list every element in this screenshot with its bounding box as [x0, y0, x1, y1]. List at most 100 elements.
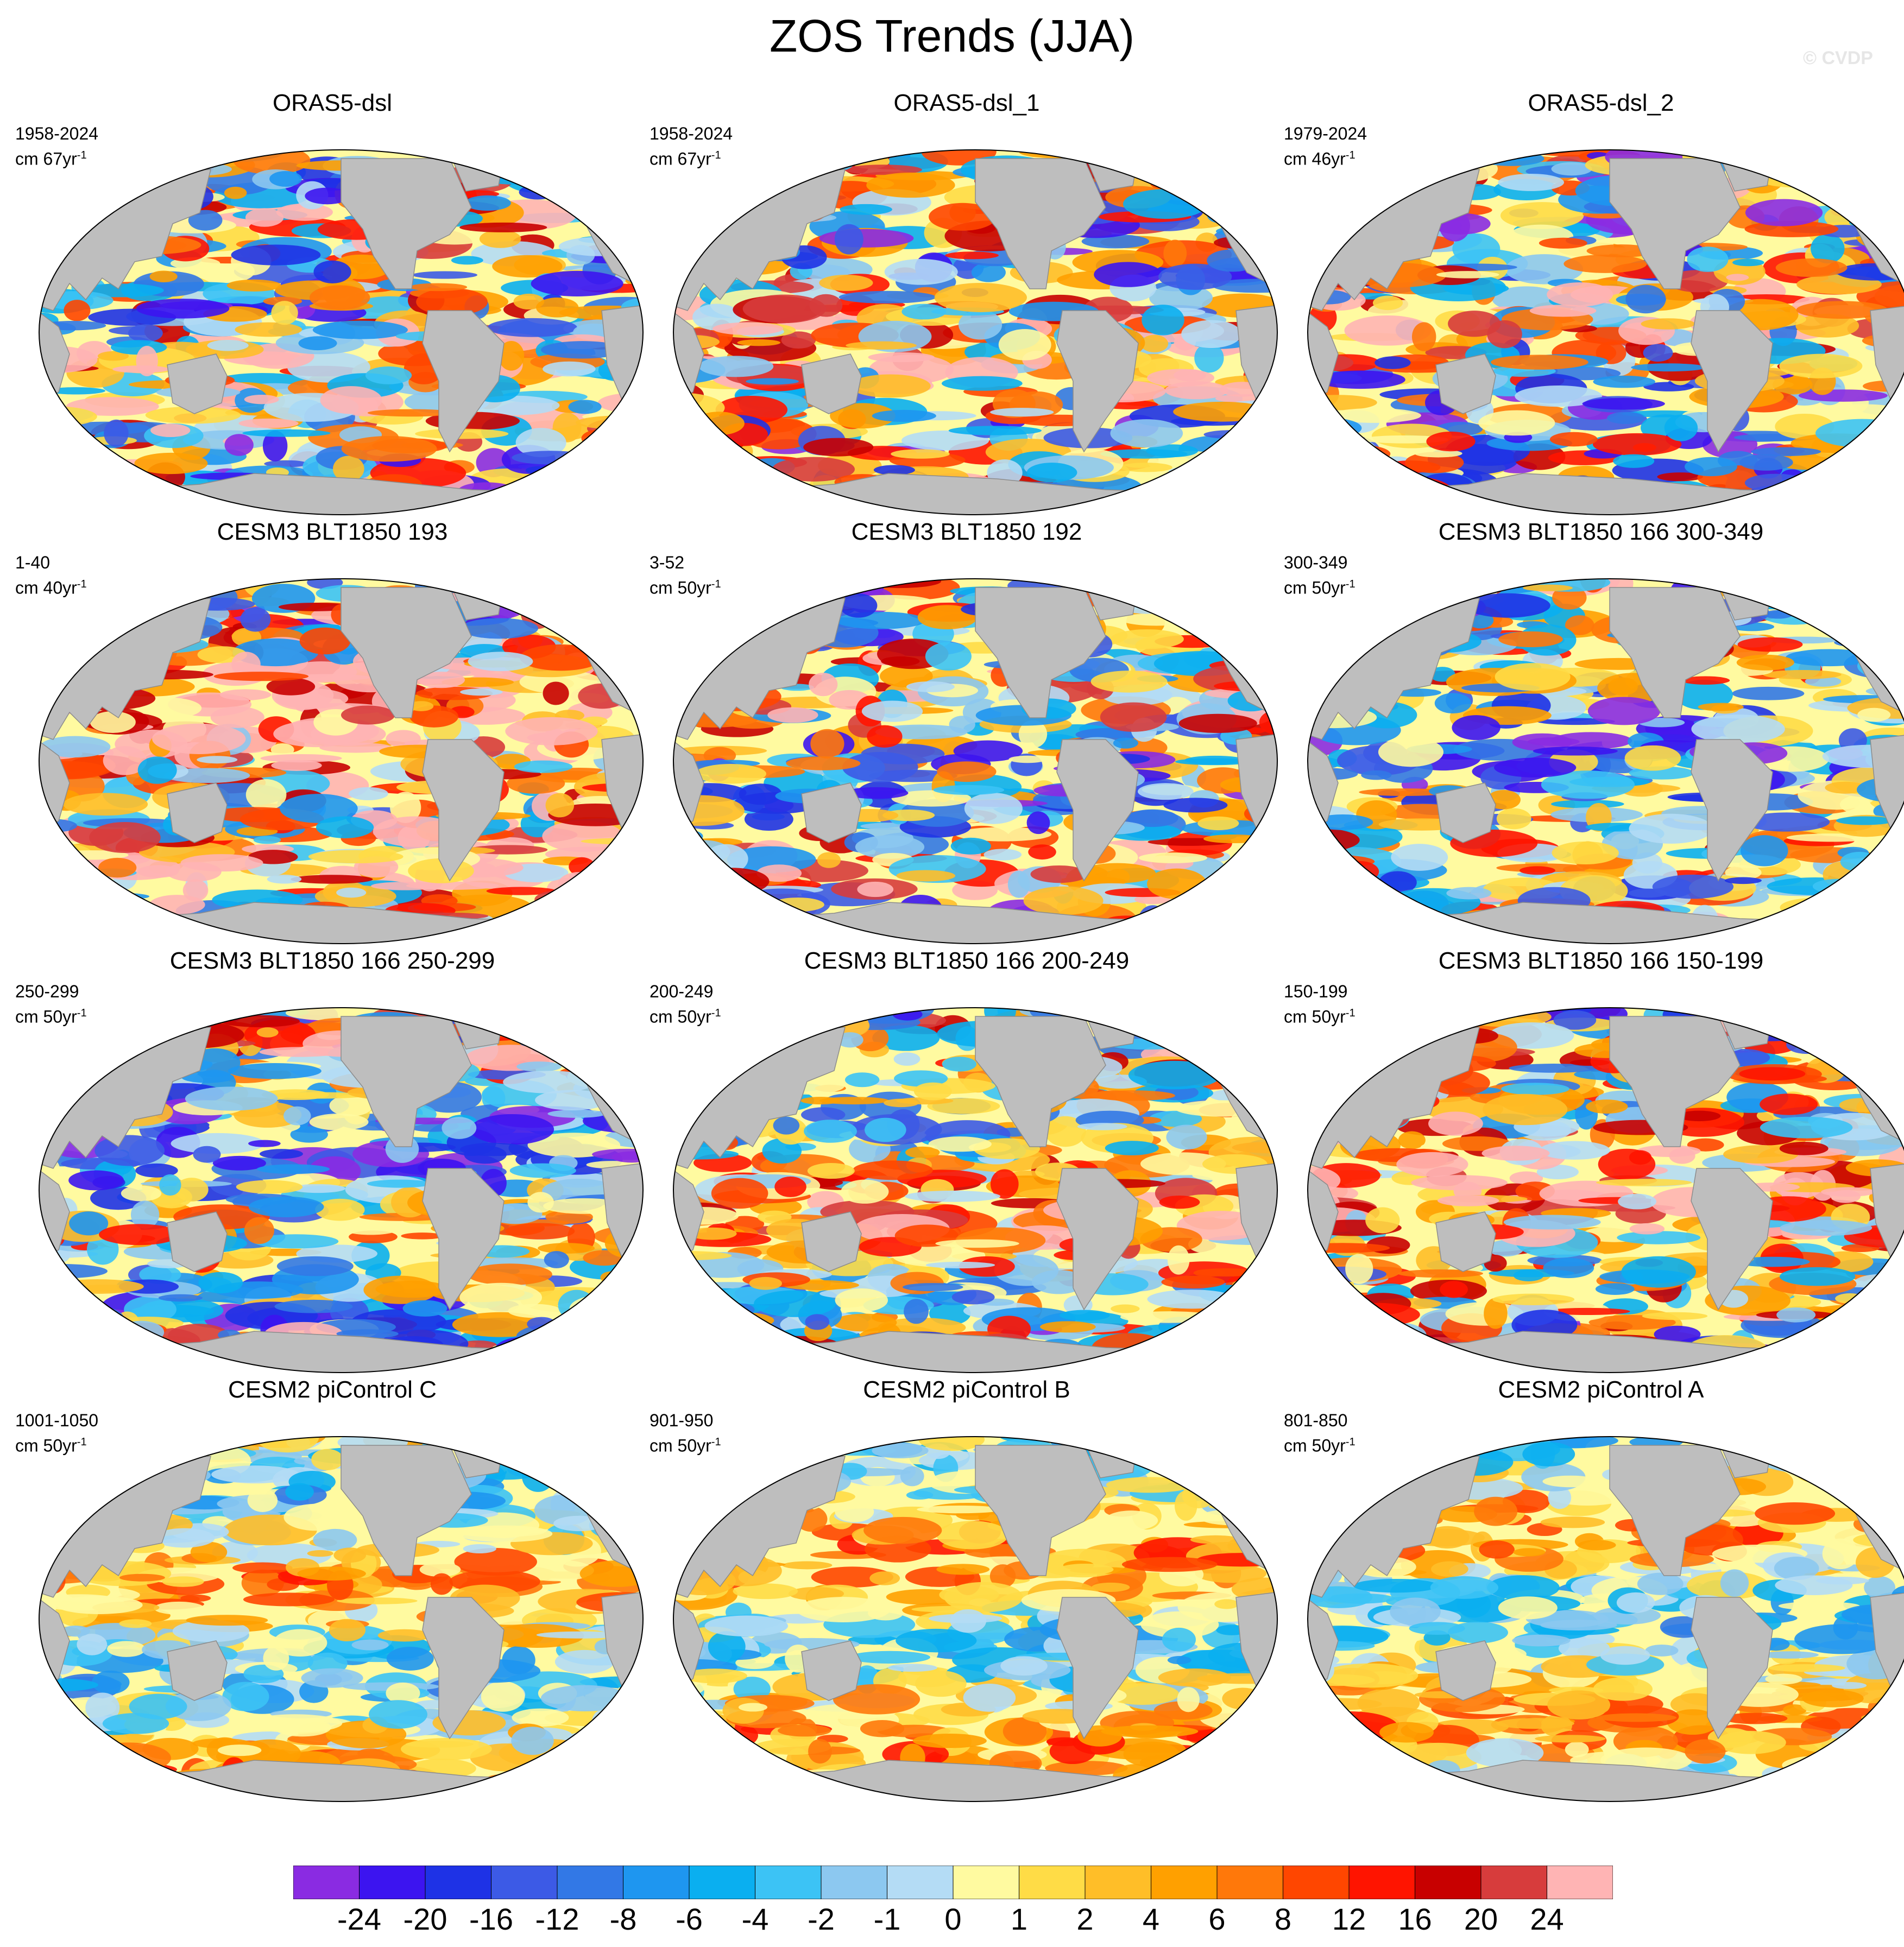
panel-meta: 801-850 cm 50yr-1 [1284, 1409, 1356, 1457]
colorbar-tick-label: -2 [808, 1902, 835, 1936]
colorbar-swatch [821, 1866, 887, 1899]
colorbar-tick-label: -20 [403, 1902, 447, 1936]
main-title: ZOS Trends (JJA) [769, 10, 1135, 61]
watermark: © CVDP [1803, 48, 1873, 68]
colorbar-swatch [359, 1866, 426, 1899]
panel-period: 901-950 [650, 1411, 714, 1430]
panel-units-exponent: -1 [77, 578, 87, 590]
panel-meta: 901-950 cm 50yr-1 [650, 1409, 721, 1457]
panel-units: cm 50yr-1 [650, 573, 721, 599]
panel-units: cm 50yr-1 [1284, 573, 1356, 599]
map-border [1307, 149, 1904, 515]
world-map [1307, 149, 1904, 515]
panel-title: ORAS5-dsl_2 [1528, 90, 1674, 116]
world-map [1307, 578, 1904, 944]
colorbar-tick-label: -24 [337, 1902, 381, 1936]
panel-meta: 1001-1050 cm 50yr-1 [15, 1409, 98, 1457]
panel-period: 150-199 [1284, 982, 1348, 1001]
map-border [39, 578, 644, 944]
panel-units-exponent: -1 [711, 149, 721, 161]
world-map [39, 1007, 644, 1373]
panel-units-exponent: -1 [1345, 578, 1356, 590]
panel-units-text: cm 67yr [650, 149, 711, 169]
panel-units-exponent: -1 [77, 1007, 87, 1019]
world-map [1307, 1436, 1904, 1802]
colorbar [293, 1866, 1613, 1899]
panel-units-text: cm 50yr [650, 1007, 711, 1027]
panel-units-text: cm 50yr [15, 1007, 77, 1027]
panel-units: cm 40yr-1 [15, 573, 87, 599]
panel-units: cm 50yr-1 [1284, 1002, 1356, 1028]
world-map [39, 578, 644, 944]
colorbar-tick-label: 6 [1208, 1902, 1226, 1936]
panel-period: 801-850 [1284, 1411, 1348, 1430]
colorbar-tick-label: 2 [1076, 1902, 1094, 1936]
panel-title: CESM3 BLT1850 193 [217, 519, 448, 545]
panel-units: cm 67yr-1 [15, 144, 98, 170]
colorbar-tick-label: 0 [944, 1902, 962, 1936]
map-border [39, 1007, 644, 1373]
panel-units-exponent: -1 [1345, 1436, 1356, 1448]
panel-units: cm 50yr-1 [650, 1431, 721, 1457]
colorbar-tick-label: 8 [1274, 1902, 1292, 1936]
map-border [1307, 1436, 1904, 1802]
map-panel: ORAS5-dsl 1958-2024 cm 67yr-1 [15, 90, 650, 526]
panel-title: CESM3 BLT1850 166 200-249 [804, 947, 1130, 974]
map-border [39, 1436, 644, 1802]
panel-period: 1958-2024 [650, 124, 733, 143]
panel-meta: 3-52 cm 50yr-1 [650, 552, 721, 599]
colorbar-swatch [755, 1866, 822, 1899]
world-map [673, 578, 1278, 944]
panel-units-exponent: -1 [711, 578, 721, 590]
panel-units-exponent: -1 [1345, 1007, 1356, 1019]
map-border [1307, 1007, 1904, 1373]
panel-period: 1979-2024 [1284, 124, 1367, 143]
panel-units-text: cm 50yr [1284, 578, 1346, 598]
panel-title: CESM3 BLT1850 166 150-199 [1438, 947, 1764, 974]
panel-title: ORAS5-dsl_1 [893, 90, 1040, 116]
colorbar-swatch [1085, 1866, 1151, 1899]
colorbar-swatch [425, 1866, 491, 1899]
colorbar-swatch [1480, 1866, 1547, 1899]
panel-units: cm 50yr-1 [15, 1002, 87, 1028]
map-panel: CESM3 BLT1850 166 200-249 200-249 cm 50yr-… [650, 947, 1284, 1383]
panel-title: CESM3 BLT1850 192 [851, 519, 1082, 545]
panel-units-text: cm 67yr [15, 149, 77, 169]
colorbar-swatch [557, 1866, 623, 1899]
map-border [673, 578, 1278, 944]
colorbar-tick-label: -12 [535, 1902, 579, 1936]
map-border [673, 1007, 1278, 1373]
panel-units: cm 50yr-1 [1284, 1431, 1356, 1457]
map-border [39, 149, 644, 515]
colorbar-swatch [1019, 1866, 1086, 1899]
map-panel: CESM3 BLT1850 193 1-40 cm 40yr-1 [15, 519, 650, 954]
world-map [673, 149, 1278, 515]
colorbar-labels: -24 -20 -16 -12 -8 -6 -4 -2 -1 0 1 2 4 6 8 12 16 20 24 [0, 1900, 1904, 1944]
panel-title: CESM2 piControl C [228, 1376, 437, 1403]
colorbar-tick-label: 1 [1010, 1902, 1028, 1936]
world-map [39, 1436, 644, 1802]
panel-units-text: cm 50yr [1284, 1436, 1346, 1456]
colorbar-swatch [1216, 1866, 1283, 1899]
panel-title: ORAS5-dsl [272, 90, 393, 116]
panel-units: cm 46yr-1 [1284, 144, 1367, 170]
colorbar-tick-label: -16 [469, 1902, 513, 1936]
map-panel: ORAS5-dsl_1 1958-2024 cm 67yr-1 [650, 90, 1284, 526]
map-panel: CESM3 BLT1850 166 300-349 300-349 cm 50yr-… [1284, 519, 1904, 954]
panel-period: 1001-1050 [15, 1411, 99, 1430]
panel-units-text: cm 50yr [15, 1436, 77, 1456]
colorbar-swatch [1283, 1866, 1350, 1899]
colorbar-tick-label: 12 [1332, 1902, 1366, 1936]
panel-units-text: cm 40yr [15, 578, 77, 598]
panel-units: cm 67yr-1 [650, 144, 733, 170]
world-map [673, 1007, 1278, 1373]
panel-meta: 1958-2024 cm 67yr-1 [15, 123, 98, 170]
colorbar-swatch [689, 1866, 755, 1899]
colorbar-tick-label: -8 [609, 1902, 637, 1936]
map-panel: CESM2 piControl B 901-950 cm 50yr-1 [650, 1376, 1284, 1812]
panel-units-exponent: -1 [1345, 149, 1356, 161]
map-panel: CESM3 BLT1850 192 3-52 cm 50yr-1 [650, 519, 1284, 954]
colorbar-swatch [1348, 1866, 1415, 1899]
colorbar-tick-label: 20 [1464, 1902, 1498, 1936]
map-panel: CESM2 piControl A 801-850 cm 50yr-1 [1284, 1376, 1904, 1812]
